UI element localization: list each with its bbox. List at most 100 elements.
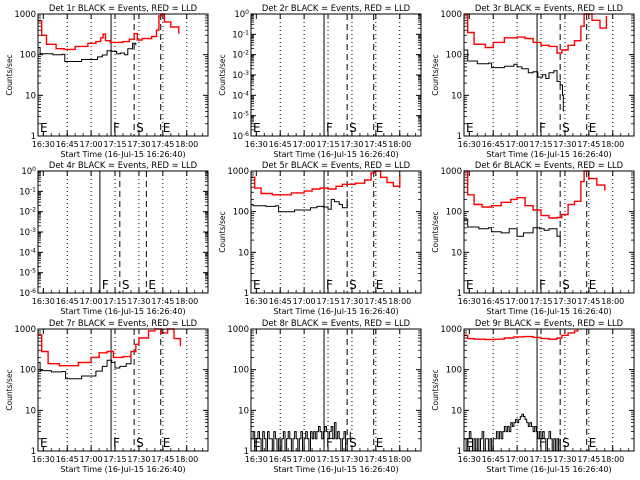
y-tick-label: 10-2 [232, 50, 249, 61]
x-tick-label: 18:00 [388, 140, 411, 149]
marker-label: S [349, 278, 357, 292]
marker-label: E [40, 121, 48, 135]
x-tick-label: 17:15 [317, 297, 340, 306]
x-tick-label: 17:00 [80, 455, 103, 464]
series-line-events [464, 218, 561, 242]
x-tick-label: 16:30 [245, 297, 268, 306]
y-tick-label: 100 [20, 366, 36, 376]
marker-label: S [122, 278, 130, 292]
x-tick-label: 18:00 [601, 140, 624, 149]
x-tick-label: 17:00 [506, 297, 529, 306]
y-tick-label: 10-5 [19, 268, 36, 279]
y-tick-label: 10 [25, 91, 36, 101]
y-axis-label: Counts/sec [431, 369, 440, 410]
x-tick-label: 18:00 [175, 297, 198, 306]
x-tick-label: 16:30 [458, 297, 481, 306]
y-axis-label: Counts/sec [431, 54, 440, 95]
x-tick-label: 18:00 [388, 455, 411, 464]
x-tick-label: 16:45 [482, 140, 505, 149]
y-tick-label: 10-5 [232, 111, 249, 122]
marker-label: F [326, 121, 333, 135]
y-tick-label: 1000 [14, 10, 36, 20]
x-tick-label: 16:45 [269, 297, 292, 306]
y-tick-label: 100 [446, 51, 462, 61]
y-tick-label: 1000 [14, 325, 36, 335]
marker-label: F [102, 278, 109, 292]
marker-label: E [376, 436, 384, 450]
x-tick-label: 16:30 [458, 455, 481, 464]
x-tick-label: 17:00 [80, 140, 103, 149]
y-tick-label: 1 [244, 289, 249, 299]
marker-label: F [326, 278, 333, 292]
series-line-events [251, 198, 348, 213]
y-tick-label: 1 [244, 447, 249, 457]
y-tick-label: 10-3 [232, 70, 249, 81]
series-line-lld [464, 170, 606, 219]
plot-frame [250, 13, 422, 137]
plot-frame [37, 13, 209, 137]
marker-label: E [466, 436, 474, 450]
panel-title: Det 8r BLACK = Events, RED = LLD [262, 318, 410, 328]
x-tick-label: 17:45 [577, 297, 600, 306]
y-tick-label: 1 [31, 447, 36, 457]
series-line-events [464, 49, 564, 112]
x-axis-label: Start Time (16-Jul-15 16:26:40) [486, 465, 611, 474]
x-tick-label: 17:30 [127, 140, 150, 149]
y-tick-label: 10-4 [19, 247, 36, 258]
marker-label: F [539, 436, 546, 450]
y-tick-label: 100 [446, 208, 462, 218]
x-tick-label: 17:15 [317, 140, 340, 149]
panel-title: Det 6r BLACK = Events, RED = LLD [475, 160, 623, 170]
plot-frame [37, 170, 209, 294]
x-tick-label: 16:45 [269, 455, 292, 464]
marker-label: S [136, 436, 144, 450]
marker-label: E [40, 436, 48, 450]
y-tick-label: 1 [457, 289, 462, 299]
panel-title: Det 3r BLACK = Events, RED = LLD [475, 3, 623, 13]
x-tick-label: 18:00 [388, 297, 411, 306]
y-tick-label: 10 [451, 91, 462, 101]
x-axis-label: Start Time (16-Jul-15 16:26:40) [486, 150, 611, 159]
x-tick-label: 17:30 [127, 297, 150, 306]
x-tick-label: 17:00 [80, 297, 103, 306]
panel-title: Det 7r BLACK = Events, RED = LLD [49, 318, 197, 328]
x-tick-label: 17:30 [340, 297, 363, 306]
x-tick-label: 16:30 [245, 140, 268, 149]
marker-label: E [589, 436, 597, 450]
x-tick-label: 17:15 [530, 297, 553, 306]
y-axis-label: Counts/sec [218, 211, 227, 252]
marker-label: E [589, 121, 597, 135]
x-tick-label: 18:00 [601, 455, 624, 464]
x-tick-label: 17:00 [506, 455, 529, 464]
marker-label: S [562, 436, 570, 450]
x-tick-label: 16:30 [32, 297, 55, 306]
marker-label: F [113, 436, 120, 450]
y-tick-label: 10-1 [232, 29, 249, 40]
y-tick-label: 1000 [227, 167, 249, 177]
y-axis-label: Counts/sec [5, 369, 14, 410]
x-tick-label: 17:15 [104, 455, 127, 464]
marker-label: E [148, 278, 156, 292]
marker-label: S [349, 121, 357, 135]
x-axis-label: Start Time (16-Jul-15 16:26:40) [486, 307, 611, 316]
panel-title: Det 1r BLACK = Events, RED = LLD [49, 3, 197, 13]
series-line-lld [464, 329, 579, 341]
y-tick-label: 1000 [227, 325, 249, 335]
y-tick-label: 10-6 [19, 288, 36, 299]
x-tick-label: 17:45 [151, 140, 174, 149]
x-tick-label: 18:00 [175, 455, 198, 464]
y-tick-label: 1000 [440, 325, 462, 335]
x-tick-label: 18:00 [601, 297, 624, 306]
marker-label: E [163, 121, 171, 135]
marker-label: F [326, 436, 333, 450]
x-tick-label: 16:45 [482, 455, 505, 464]
panel-title: Det 4r BLACK = Events, RED = LLD [49, 160, 197, 170]
x-tick-label: 16:45 [482, 297, 505, 306]
marker-label: F [113, 121, 120, 135]
y-tick-label: 10 [451, 406, 462, 416]
x-tick-label: 16:45 [269, 140, 292, 149]
